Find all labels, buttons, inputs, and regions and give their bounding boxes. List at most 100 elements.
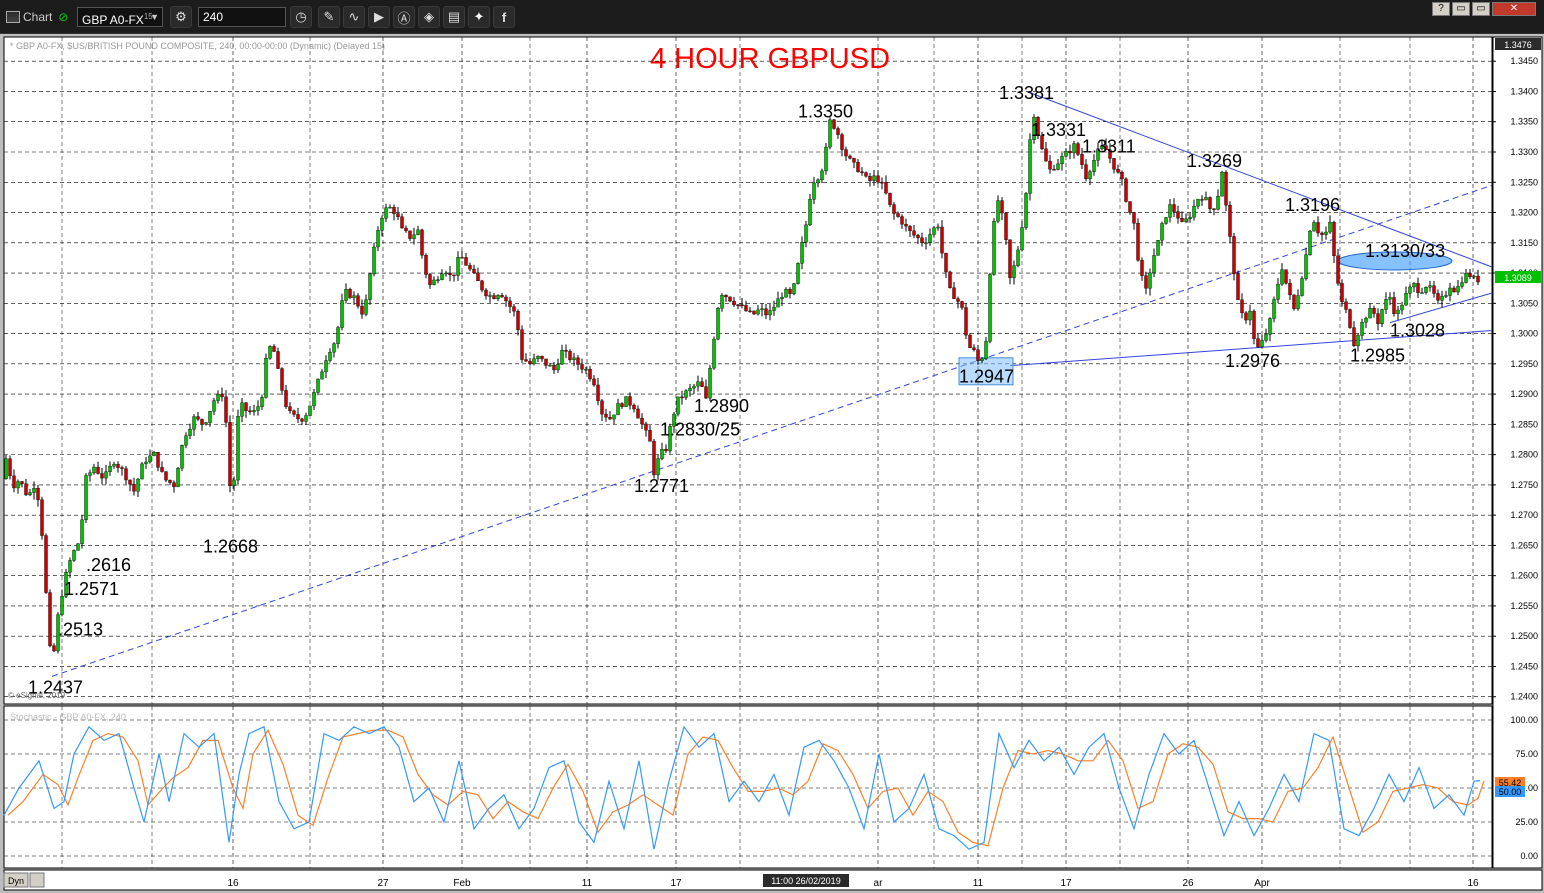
bear-candle xyxy=(1224,172,1228,206)
bear-candle xyxy=(1124,178,1128,202)
bear-candle xyxy=(468,265,472,270)
close-button[interactable]: ✕ xyxy=(1492,2,1536,16)
bull-candle xyxy=(1368,308,1372,319)
chevron-down-icon[interactable]: ▼ xyxy=(150,12,159,22)
bear-candle xyxy=(944,252,948,273)
help-button[interactable]: ? xyxy=(1432,2,1450,16)
facebook-icon[interactable]: f xyxy=(493,6,515,28)
bear-candle xyxy=(736,304,740,306)
price-tick-label: 1.3300 xyxy=(1510,147,1538,157)
price-chart[interactable]: 1.3450 1.3400 1.3350 1.3300 1.3250 1.3200 1.31… xyxy=(0,34,1544,893)
link-icon[interactable]: ⊘ xyxy=(58,10,69,24)
bear-candle xyxy=(160,467,164,472)
bear-candle xyxy=(8,458,12,477)
bear-candle xyxy=(1132,212,1136,224)
symbol-input[interactable]: GBP A0-FX15 ▼ xyxy=(77,7,163,27)
bear-candle xyxy=(1104,145,1108,151)
bull-candle xyxy=(676,396,680,415)
bull-candle xyxy=(792,283,796,294)
bear-candle xyxy=(172,482,176,488)
bear-candle xyxy=(752,310,756,315)
bull-candle xyxy=(136,478,140,492)
tag-icon[interactable]: ◈ xyxy=(418,6,440,28)
gear-icon[interactable]: ⚙ xyxy=(170,6,192,28)
bear-candle xyxy=(1432,285,1436,294)
dyn-button[interactable] xyxy=(3,872,29,888)
bear-candle xyxy=(664,449,668,452)
bull-candle xyxy=(1264,334,1268,341)
chart-menu[interactable]: Chart ⊘ xyxy=(6,7,68,27)
clock-icon[interactable]: ◷ xyxy=(290,6,312,28)
bear-candle xyxy=(1340,283,1344,303)
bull-candle xyxy=(772,306,776,311)
price-axis xyxy=(1492,36,1543,869)
bear-candle xyxy=(748,310,752,313)
bear-candle xyxy=(1416,283,1420,293)
bull-candle xyxy=(796,263,800,284)
bear-candle xyxy=(420,229,424,256)
bull-candle xyxy=(1056,163,1060,170)
bear-candle xyxy=(1376,313,1380,324)
restore-button[interactable]: ▭ xyxy=(1452,2,1470,16)
stoch-tick-label: 0.00 xyxy=(1520,851,1538,861)
alert-icon[interactable]: Ⓐ xyxy=(393,6,415,28)
curve-icon[interactable]: ∿ xyxy=(343,6,365,28)
stochastic-lines xyxy=(3,725,1485,850)
bear-candle xyxy=(128,479,132,485)
descending-trendline xyxy=(1027,91,1493,268)
last-price-tag-text: 1.3089 xyxy=(1504,273,1532,283)
play-icon[interactable]: ▶ xyxy=(368,6,390,28)
bull-candle xyxy=(376,230,380,248)
price-annotation: 1.3331 xyxy=(1031,120,1086,140)
bear-candle xyxy=(732,300,736,305)
bull-candle xyxy=(256,406,260,411)
bull-candle xyxy=(820,170,824,181)
bear-candle xyxy=(512,306,516,312)
bull-candle xyxy=(1088,171,1092,180)
bull-candle xyxy=(76,543,80,551)
bull-candle xyxy=(1444,295,1448,297)
time-tick-label: Feb xyxy=(453,878,471,889)
bear-candle xyxy=(1344,301,1348,310)
price-tick-label: 1.2850 xyxy=(1510,419,1538,429)
interval-input[interactable]: 240 xyxy=(198,7,286,27)
bull-candle xyxy=(696,381,700,387)
candlesticks xyxy=(4,114,1480,654)
price-tick-label: 1.2450 xyxy=(1510,661,1538,671)
scroll-left-button[interactable] xyxy=(29,872,45,888)
bull-candle xyxy=(1296,295,1300,309)
symbol-selector[interactable]: GBP A0-FX15 ▼ xyxy=(77,7,163,27)
bull-candle xyxy=(532,358,536,365)
bull-candle xyxy=(720,294,724,309)
bull-candle xyxy=(212,400,216,412)
bear-candle xyxy=(884,181,888,194)
comment-icon[interactable]: ▤ xyxy=(443,6,465,28)
bear-candle xyxy=(1136,223,1140,261)
bull-candle xyxy=(388,206,392,209)
bull-candle xyxy=(1280,269,1284,285)
bull-candle xyxy=(412,234,416,239)
bear-candle xyxy=(728,296,732,302)
bull-candle xyxy=(756,309,760,315)
bull-candle xyxy=(1440,295,1444,301)
bear-candle xyxy=(116,463,120,468)
bear-candle xyxy=(592,378,596,386)
maximize-button[interactable]: ▭ xyxy=(1472,2,1490,16)
bull-candle xyxy=(1464,272,1468,283)
chart-menu-label: Chart xyxy=(23,10,53,24)
bull-candle xyxy=(1472,275,1476,278)
interval-selector[interactable]: 240 xyxy=(198,7,286,27)
settings-button[interactable]: ⚙ xyxy=(170,6,192,28)
pencil-icon[interactable]: ✎ xyxy=(318,6,340,28)
bear-candle xyxy=(740,304,744,306)
time-tick-label: 11 xyxy=(973,878,984,889)
bear-candle xyxy=(588,369,592,380)
bear-candle xyxy=(1468,272,1472,278)
clock-button[interactable]: ◷ xyxy=(290,6,312,28)
symbol-superscript: 15 xyxy=(143,12,153,21)
bull-candle xyxy=(1152,255,1156,274)
price-tick-label: 1.3400 xyxy=(1510,86,1538,96)
bull-candle xyxy=(1268,318,1272,335)
twitter-icon[interactable]: ✦ xyxy=(468,6,490,28)
chart-area[interactable]: 1.3450 1.3400 1.3350 1.3300 1.3250 1.3200 1.31… xyxy=(0,34,1544,893)
